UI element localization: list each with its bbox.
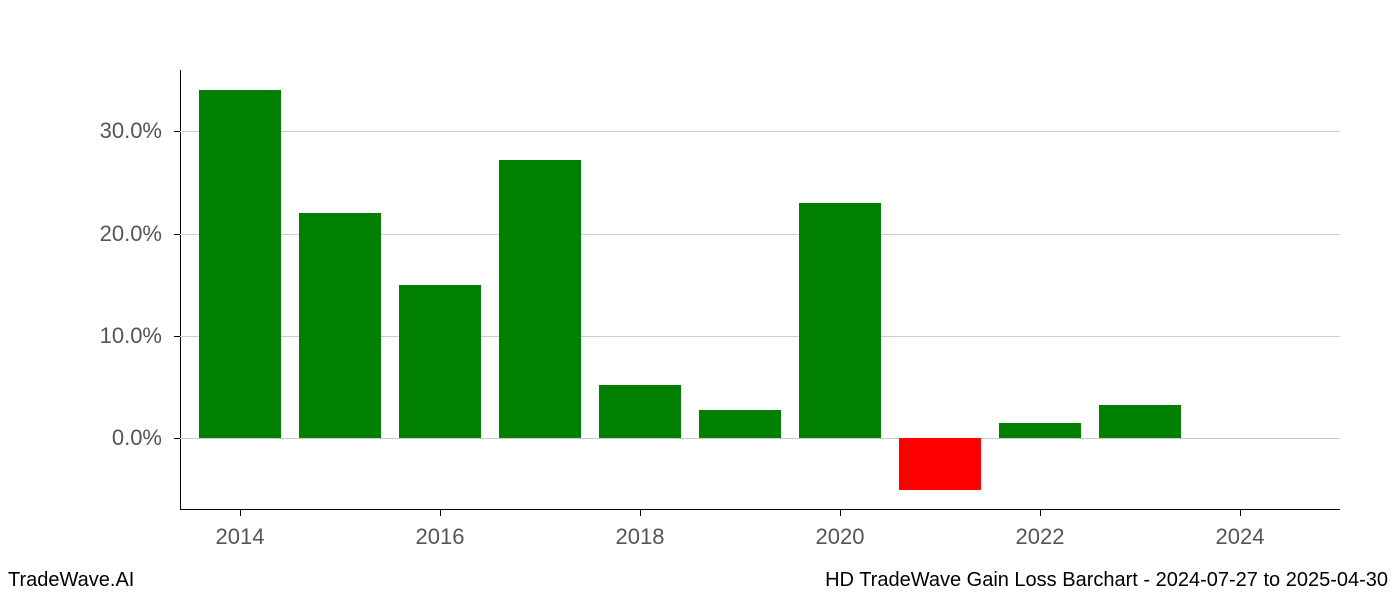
- x-tick-mark: [440, 510, 441, 516]
- x-tick-label: 2022: [1016, 524, 1065, 550]
- bar: [999, 423, 1081, 438]
- x-tick-label: 2024: [1216, 524, 1265, 550]
- bar: [699, 410, 781, 439]
- y-tick-mark: [174, 234, 180, 235]
- bar: [899, 438, 981, 489]
- y-tick-mark: [174, 336, 180, 337]
- bar: [599, 385, 681, 438]
- x-tick-label: 2018: [616, 524, 665, 550]
- y-tick-mark: [174, 131, 180, 132]
- footer-caption: HD TradeWave Gain Loss Barchart - 2024-0…: [825, 569, 1388, 592]
- x-tick-label: 2016: [416, 524, 465, 550]
- y-tick-label: 20.0%: [100, 221, 162, 247]
- x-axis-line: [180, 509, 1340, 510]
- bar: [499, 160, 581, 438]
- zero-gridline: [180, 438, 1340, 439]
- y-tick-mark: [174, 438, 180, 439]
- x-tick-mark: [1240, 510, 1241, 516]
- y-tick-label: 30.0%: [100, 118, 162, 144]
- bar: [1099, 405, 1181, 439]
- y-axis-line: [180, 70, 181, 510]
- chart-container: 0.0%10.0%20.0%30.0%201420162018202020222…: [180, 70, 1340, 510]
- x-tick-label: 2020: [816, 524, 865, 550]
- gridline: [180, 131, 1340, 132]
- bar: [299, 213, 381, 438]
- x-tick-mark: [840, 510, 841, 516]
- x-tick-label: 2014: [216, 524, 265, 550]
- plot-area: 0.0%10.0%20.0%30.0%201420162018202020222…: [180, 70, 1340, 510]
- bar: [799, 203, 881, 438]
- bar: [199, 90, 281, 438]
- x-tick-mark: [640, 510, 641, 516]
- footer-brand: TradeWave.AI: [8, 569, 134, 592]
- x-tick-mark: [240, 510, 241, 516]
- y-tick-label: 10.0%: [100, 323, 162, 349]
- bar: [399, 285, 481, 438]
- x-tick-mark: [1040, 510, 1041, 516]
- y-tick-label: 0.0%: [112, 425, 162, 451]
